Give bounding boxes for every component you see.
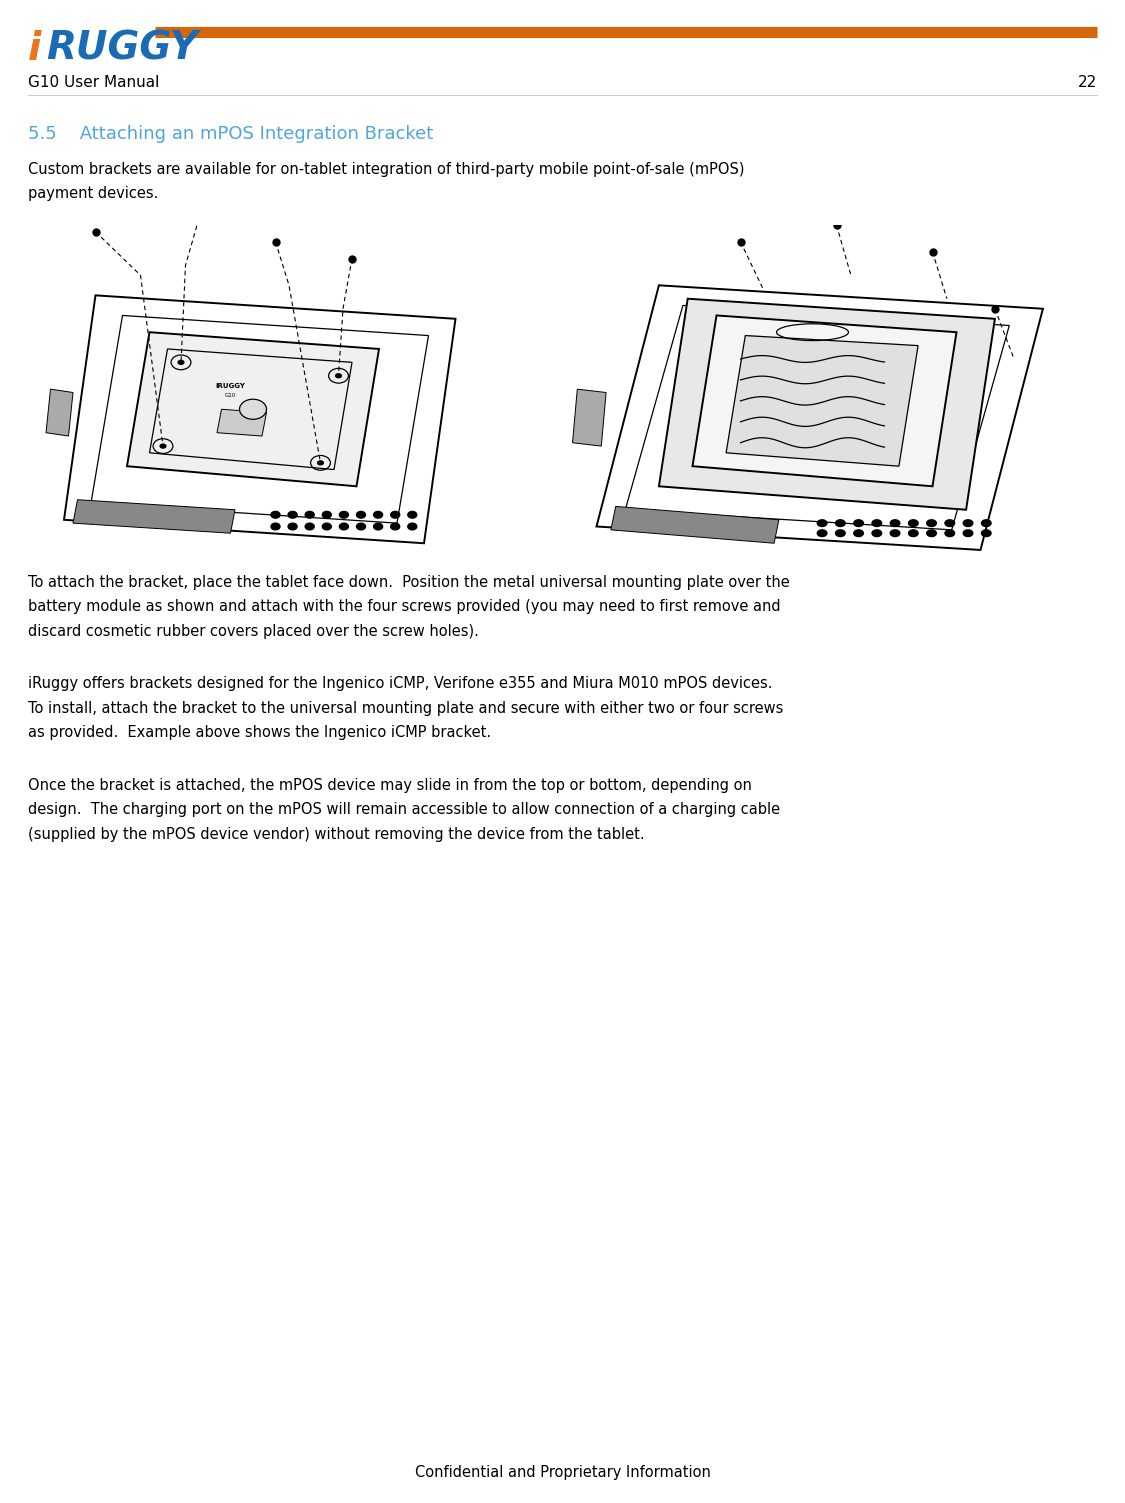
Text: payment devices.: payment devices. bbox=[28, 186, 159, 201]
Text: battery module as shown and attach with the four screws provided (you may need t: battery module as shown and attach with … bbox=[28, 600, 781, 615]
Circle shape bbox=[390, 523, 399, 531]
Circle shape bbox=[271, 511, 280, 519]
Text: (supplied by the mPOS device vendor) without removing the device from the tablet: (supplied by the mPOS device vendor) wit… bbox=[28, 827, 645, 842]
Text: G10: G10 bbox=[225, 394, 236, 398]
Circle shape bbox=[927, 531, 936, 537]
Circle shape bbox=[305, 523, 314, 531]
Circle shape bbox=[872, 531, 882, 537]
Circle shape bbox=[872, 520, 882, 526]
Polygon shape bbox=[46, 389, 73, 436]
Text: 5.5    Attaching an mPOS Integration Bracket: 5.5 Attaching an mPOS Integration Bracke… bbox=[28, 125, 433, 143]
Circle shape bbox=[909, 520, 918, 526]
Circle shape bbox=[854, 520, 863, 526]
Circle shape bbox=[890, 531, 900, 537]
Text: 22: 22 bbox=[1078, 75, 1097, 90]
Text: discard cosmetic rubber covers placed over the screw holes).: discard cosmetic rubber covers placed ov… bbox=[28, 624, 479, 639]
Text: G10 User Manual: G10 User Manual bbox=[28, 75, 160, 90]
Circle shape bbox=[945, 531, 955, 537]
Circle shape bbox=[981, 520, 991, 526]
Circle shape bbox=[305, 511, 314, 519]
Circle shape bbox=[854, 531, 863, 537]
Text: To attach the bracket, place the tablet face down.  Position the metal universal: To attach the bracket, place the tablet … bbox=[28, 576, 790, 591]
Circle shape bbox=[390, 511, 399, 519]
Circle shape bbox=[981, 531, 991, 537]
Circle shape bbox=[927, 520, 936, 526]
Circle shape bbox=[322, 511, 331, 519]
Text: iRUGGY: iRUGGY bbox=[216, 383, 245, 389]
Circle shape bbox=[817, 531, 827, 537]
Circle shape bbox=[357, 523, 366, 531]
Circle shape bbox=[178, 359, 184, 365]
Text: To install, attach the bracket to the universal mounting plate and secure with e: To install, attach the bracket to the un… bbox=[28, 700, 783, 715]
Circle shape bbox=[288, 523, 297, 531]
Circle shape bbox=[407, 523, 416, 531]
Circle shape bbox=[271, 523, 280, 531]
Polygon shape bbox=[217, 409, 267, 436]
Text: design.  The charging port on the mPOS will remain accessible to allow connectio: design. The charging port on the mPOS wi… bbox=[28, 803, 780, 818]
Text: as provided.  Example above shows the Ingenico iCMP bracket.: as provided. Example above shows the Ing… bbox=[28, 726, 492, 741]
Polygon shape bbox=[73, 499, 235, 534]
Circle shape bbox=[945, 520, 955, 526]
Polygon shape bbox=[64, 296, 456, 543]
Polygon shape bbox=[611, 507, 778, 543]
Circle shape bbox=[836, 531, 845, 537]
Text: Once the bracket is attached, the mPOS device may slide in from the top or botto: Once the bracket is attached, the mPOS d… bbox=[28, 779, 752, 794]
Circle shape bbox=[963, 520, 973, 526]
Circle shape bbox=[288, 511, 297, 519]
Polygon shape bbox=[127, 332, 379, 487]
Circle shape bbox=[335, 373, 342, 379]
Polygon shape bbox=[573, 389, 606, 446]
Circle shape bbox=[357, 511, 366, 519]
Circle shape bbox=[340, 523, 349, 531]
Text: Confidential and Proprietary Information: Confidential and Proprietary Information bbox=[414, 1465, 711, 1480]
Circle shape bbox=[909, 531, 918, 537]
Circle shape bbox=[160, 443, 166, 449]
Text: Custom brackets are available for on-tablet integration of third-party mobile po: Custom brackets are available for on-tab… bbox=[28, 162, 745, 177]
Circle shape bbox=[340, 511, 349, 519]
Circle shape bbox=[963, 531, 973, 537]
Polygon shape bbox=[596, 286, 1043, 550]
Polygon shape bbox=[693, 316, 956, 487]
Polygon shape bbox=[659, 299, 994, 510]
Circle shape bbox=[374, 523, 382, 531]
Circle shape bbox=[836, 520, 845, 526]
Text: iRuggy offers brackets designed for the Ingenico iCMP, Verifone e355 and Miura M: iRuggy offers brackets designed for the … bbox=[28, 676, 773, 691]
Circle shape bbox=[317, 460, 324, 466]
Text: i: i bbox=[28, 30, 42, 68]
Circle shape bbox=[322, 523, 331, 531]
Text: RUGGY: RUGGY bbox=[46, 30, 198, 68]
Circle shape bbox=[407, 511, 416, 519]
Circle shape bbox=[374, 511, 382, 519]
Polygon shape bbox=[726, 335, 918, 466]
Circle shape bbox=[817, 520, 827, 526]
Circle shape bbox=[240, 400, 267, 419]
Circle shape bbox=[890, 520, 900, 526]
